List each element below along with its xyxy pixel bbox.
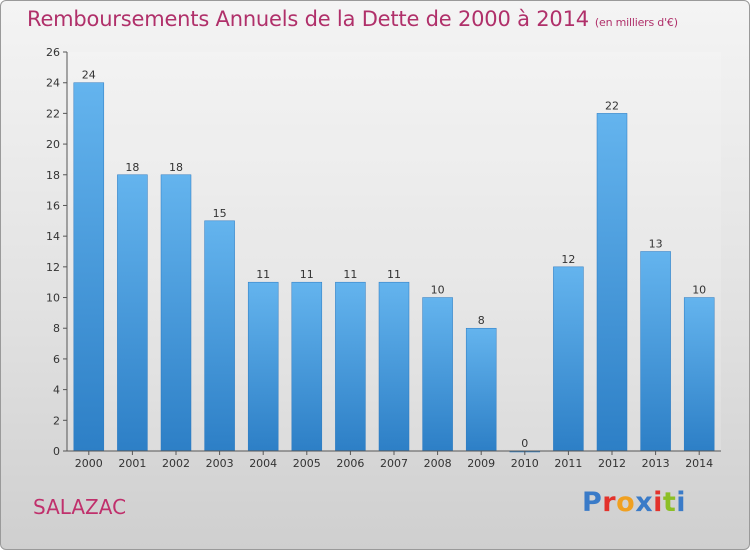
x-tick-label-2002: 2002 (162, 457, 190, 470)
data-label-2010: 0 (521, 437, 528, 450)
logo-letter: x (635, 487, 654, 518)
bar-2009 (465, 327, 497, 452)
data-label-2008: 10 (431, 284, 445, 297)
chart-title-text: Remboursements Annuels de la Dette de 20… (27, 7, 589, 31)
data-label-2001: 18 (125, 161, 139, 174)
y-tick-label: 22 (46, 107, 60, 120)
x-tick-label-2012: 2012 (598, 457, 626, 470)
logo-letter: t (662, 487, 677, 518)
chart-subtitle: (en milliers d'€) (594, 16, 678, 29)
x-tick-label-2000: 2000 (75, 457, 103, 470)
bar-2001 (117, 174, 148, 452)
x-tick-label-2006: 2006 (336, 457, 364, 470)
x-tick-label-2013: 2013 (642, 457, 670, 470)
chart-title: Remboursements Annuels de la Dette de 20… (27, 7, 678, 31)
y-tick-label: 8 (53, 322, 60, 335)
logo-letter: i (653, 487, 663, 518)
x-tick-label-2008: 2008 (424, 457, 452, 470)
bar-2003 (204, 220, 235, 452)
data-label-2002: 18 (169, 161, 183, 174)
data-label-2009: 8 (478, 314, 485, 327)
y-tick-label: 14 (46, 230, 60, 243)
x-tick-label-2004: 2004 (249, 457, 277, 470)
logo-letter: P (582, 487, 603, 518)
logo-letter: i (676, 487, 687, 518)
logo-letter: r (602, 487, 617, 518)
bar-2002 (160, 174, 192, 452)
y-tick-label: 18 (46, 169, 60, 182)
proxiti-logo: Proxiti (582, 487, 686, 518)
data-label-2004: 11 (256, 268, 270, 281)
data-label-2000: 24 (82, 69, 96, 82)
data-label-2011: 12 (561, 253, 575, 266)
data-label-2006: 11 (343, 268, 357, 281)
x-tick-label-2011: 2011 (554, 457, 582, 470)
data-label-2012: 22 (605, 99, 619, 112)
y-tick-label: 6 (53, 353, 60, 366)
y-tick-label: 16 (46, 199, 60, 212)
x-tick-label-2001: 2001 (118, 457, 146, 470)
x-tick-label-2005: 2005 (293, 457, 321, 470)
x-tick-label-2010: 2010 (511, 457, 539, 470)
bar-2008 (422, 297, 453, 452)
data-label-2003: 15 (213, 207, 227, 220)
x-tick-label-2003: 2003 (206, 457, 234, 470)
bar-2013 (640, 251, 671, 452)
x-tick-label-2014: 2014 (685, 457, 713, 470)
bar-2011 (553, 266, 584, 452)
y-tick-label: 2 (53, 414, 60, 427)
data-label-2005: 11 (300, 268, 314, 281)
data-label-2013: 13 (649, 238, 663, 251)
bar-2014 (683, 297, 715, 452)
bar-2004 (247, 281, 279, 452)
data-label-2007: 11 (387, 268, 401, 281)
x-tick-label-2009: 2009 (467, 457, 495, 470)
bar-2000 (73, 82, 105, 452)
y-tick-label: 20 (46, 138, 60, 151)
bar-2012 (596, 113, 628, 452)
y-tick-label: 10 (46, 292, 60, 305)
commune-name: SALAZAC (33, 495, 127, 519)
y-tick-label: 12 (46, 261, 60, 274)
logo-letter: o (616, 487, 636, 518)
y-tick-label: 26 (46, 46, 60, 59)
y-tick-label: 4 (53, 384, 60, 397)
data-label-2014: 10 (692, 284, 706, 297)
bar-2005 (291, 281, 323, 452)
y-tick-label: 24 (46, 77, 60, 90)
bar-2007 (378, 281, 410, 452)
x-tick-label-2007: 2007 (380, 457, 408, 470)
bar-2006 (335, 281, 366, 452)
y-tick-label: 0 (53, 445, 60, 458)
